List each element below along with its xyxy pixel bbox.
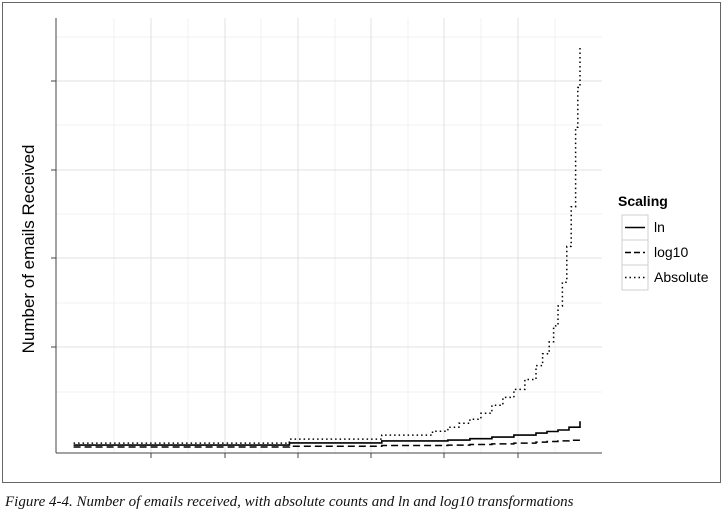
chart: Number of emails Received Scaling ln log1… [19,18,709,458]
grid [56,18,602,453]
series-line-log10 [73,439,581,448]
figure-frame: Number of emails Received Scaling ln log1… [2,2,721,483]
legend-label-absolute: Absolute [654,269,709,285]
axis-ticks [51,80,519,458]
series-line-ln [73,421,581,446]
legend-label-log10: log10 [654,244,688,260]
figure-caption: Figure 4-4. Number of emails received, w… [5,494,574,510]
y-axis-label: Number of emails Received [19,145,38,354]
series-line-absolute [73,47,581,444]
legend: Scaling ln log10 Absolute [618,193,709,291]
legend-label-ln: ln [654,219,665,235]
series-lines [73,47,581,448]
legend-title: Scaling [618,193,668,209]
plot-panel [56,18,602,453]
